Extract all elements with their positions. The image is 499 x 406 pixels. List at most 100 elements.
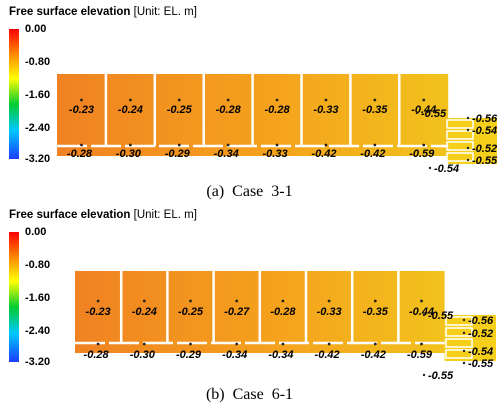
gauge-point	[235, 342, 239, 346]
elevation-plot: -0.23 -0.28 -0.24 -0.30 -0.25 -0.29 -0.28 -0.34…	[57, 74, 498, 175]
elevation-label-top: -0.33	[313, 104, 338, 116]
gauge-point	[275, 143, 279, 147]
gauge-point	[177, 143, 181, 147]
gauge-point	[466, 158, 470, 162]
colorbar-tick: -2.40	[25, 325, 51, 337]
elevation-label-top: -0.44	[409, 306, 434, 318]
gauge-point	[428, 166, 432, 170]
gauge-point	[466, 146, 470, 150]
legend-title: Free surface elevation [Unit: EL. m]	[9, 209, 197, 221]
colorbar-tick: 0.00	[25, 226, 47, 238]
elevation-label-bottom: -0.59	[407, 349, 433, 361]
outlet-block	[445, 327, 473, 337]
gauge-point	[373, 342, 377, 346]
elevation-label-outlet: -0.55	[428, 310, 454, 322]
gauge-point	[324, 143, 328, 147]
colorbar-tick: -3.20	[25, 356, 51, 368]
elevation-label-top: -0.25	[178, 306, 204, 318]
elevation-label-bottom: -0.42	[311, 148, 336, 160]
gauge-point	[327, 342, 331, 346]
elevation-label-outlet: -0.52	[468, 328, 493, 340]
elevation-label-bottom: -0.34	[222, 349, 247, 361]
caption: (a) Case 3-1	[206, 183, 293, 200]
colorbar-tick: -0.80	[25, 259, 51, 271]
elevation-label-top: -0.35	[362, 104, 388, 116]
gauge-point	[422, 313, 426, 317]
elevation-label-top: -0.24	[118, 104, 143, 116]
gauge-point	[373, 299, 377, 303]
caption: (b) Case 6-1	[205, 386, 294, 403]
gauge-point	[128, 143, 132, 147]
elevation-label-bottom: -0.30	[130, 349, 156, 361]
gauge-point	[275, 98, 279, 102]
outlet-block	[446, 152, 474, 162]
elevation-label-top: -0.28	[216, 104, 242, 116]
elevation-label-top: -0.25	[167, 104, 193, 116]
gauge-point	[96, 299, 100, 303]
elevation-label-bottom: -0.29	[165, 148, 191, 160]
gauge-point	[462, 361, 466, 365]
gauge-point	[327, 299, 331, 303]
elevation-label-outlet: -0.55	[468, 358, 494, 370]
colorbar-tick: -1.60	[25, 292, 51, 304]
gauge-point	[80, 98, 83, 102]
panel-case-3-1: Free surface elevation [Unit: EL. m] 0.0…	[9, 6, 498, 200]
gauge-point	[177, 98, 181, 102]
gauge-point	[373, 143, 377, 147]
outlet-block	[446, 141, 474, 151]
elevation-plot: -0.23 -0.28 -0.24 -0.30 -0.25 -0.29 -0.27 -0.34…	[75, 271, 496, 382]
outlet-block	[446, 130, 474, 140]
gauge-point	[189, 342, 192, 346]
elevation-label-outlet: -0.52	[472, 143, 497, 155]
elevation-label-bottom: -0.34	[268, 349, 293, 361]
outlet-block	[445, 316, 473, 326]
gauge-point	[420, 299, 423, 303]
elevation-label-bottom: -0.42	[361, 349, 386, 361]
gauge-point	[281, 299, 285, 303]
outlet-block	[445, 349, 473, 359]
gauge-point	[235, 299, 239, 303]
elevation-label-bottom: -0.28	[84, 349, 110, 361]
elevation-label-top: -0.23	[86, 306, 111, 318]
elevation-label-bottom: -0.30	[116, 148, 142, 160]
elevation-label-top: -0.28	[265, 104, 291, 116]
elevation-label-top: -0.35	[363, 306, 389, 318]
elevation-label-bottom: -0.33	[263, 148, 288, 160]
gauge-point	[466, 116, 470, 120]
elevation-label-outlet: -0.55	[472, 155, 498, 167]
elevation-label-bottom: -0.28	[67, 148, 93, 160]
gauge-point	[189, 299, 192, 303]
colorbar-tick: -0.80	[25, 56, 51, 68]
colorbar-tick: -1.60	[25, 89, 51, 101]
gauge-point	[226, 143, 230, 147]
elevation-label-top: -0.33	[317, 306, 342, 318]
gauge-point	[373, 98, 377, 102]
panel-case-6-1: Free surface elevation [Unit: EL. m] 0.0…	[0, 203, 499, 406]
gauge-point	[324, 98, 328, 102]
gauge-point	[422, 98, 426, 102]
colorbar	[9, 232, 19, 362]
gauge-point	[466, 128, 470, 132]
elevation-label-top: -0.27	[224, 306, 250, 318]
gauge-point	[420, 342, 423, 346]
gauge-point	[422, 373, 426, 377]
gauge-point	[415, 111, 419, 115]
gauge-point	[80, 143, 83, 147]
elevation-label-outlet: -0.56	[472, 113, 498, 125]
gauge-point	[281, 342, 285, 346]
gauge-point	[142, 299, 146, 303]
legend-title: Free surface elevation [Unit: EL. m]	[9, 6, 197, 18]
gauge-point	[462, 318, 466, 322]
elevation-label-bottom: -0.42	[315, 349, 340, 361]
elevation-label-outlet: -0.55	[421, 108, 447, 120]
gauge-point	[128, 98, 132, 102]
gauge-point	[462, 349, 466, 353]
gauge-point	[142, 342, 146, 346]
elevation-label-bottom: -0.42	[360, 148, 385, 160]
elevation-label-bottom: -0.34	[214, 148, 239, 160]
elevation-label-outlet: -0.54	[472, 125, 497, 137]
elevation-label-bottom: -0.29	[176, 349, 202, 361]
elevation-label-top: -0.28	[270, 306, 296, 318]
gauge-point	[422, 143, 426, 147]
colorbar-tick: -2.40	[25, 122, 51, 134]
